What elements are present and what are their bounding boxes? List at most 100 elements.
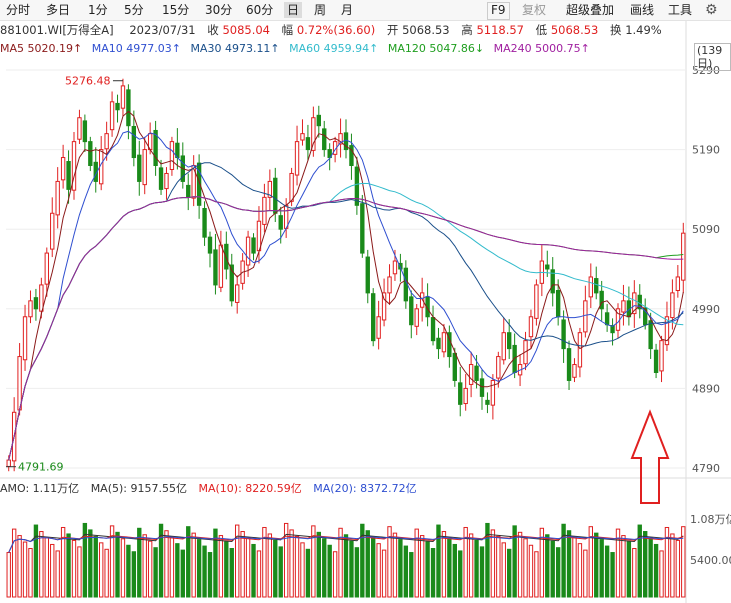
volume-tick-label: 1.08万亿 [690, 513, 731, 526]
candle-body [66, 161, 71, 190]
volume-bar [77, 546, 82, 598]
tools-button[interactable]: 工具 [668, 3, 693, 17]
tab-1min[interactable]: 1分 [88, 3, 108, 17]
max-price-label: 5276.48 [65, 75, 111, 88]
candle-body [643, 307, 648, 326]
draw-line-button[interactable]: 画线 [630, 3, 655, 17]
amo-legend: AMO: 1.11万亿 MA(5): 9157.55亿 MA(10): 8220… [0, 480, 417, 496]
price-tick-label: 5190 [692, 144, 720, 157]
overlay-button[interactable]: 超级叠加 [566, 3, 615, 17]
candle-body [164, 172, 169, 190]
candle-body [447, 332, 452, 358]
volume-bar [354, 547, 360, 598]
volume-bar [256, 550, 262, 598]
quote-date: 2023/07/31 [129, 23, 196, 37]
volume-bar [120, 538, 126, 598]
gear-icon[interactable]: ⚙ [705, 2, 718, 18]
candle-body [670, 292, 675, 319]
candle-body [463, 387, 468, 405]
candle-body [392, 260, 398, 275]
volume-bar [523, 538, 528, 598]
candle-body [594, 278, 599, 294]
candle-body [311, 117, 316, 151]
volume-bar [316, 531, 321, 598]
candle-body [430, 317, 436, 342]
tab-monthly[interactable]: 月 [341, 3, 354, 17]
tab-weekly[interactable]: 周 [314, 3, 327, 17]
candle-body [186, 184, 191, 198]
ma240-line [8, 196, 684, 461]
volume-bar [550, 540, 555, 598]
tab-60min[interactable]: 60分 [246, 3, 274, 17]
restore-rights-button[interactable]: 复权 [522, 3, 547, 17]
tab-daily[interactable]: 日 [284, 2, 303, 18]
volume-bar [109, 525, 115, 598]
volume-ma5-line [8, 533, 684, 553]
security-code: 881001.WI[万得全A] [0, 23, 114, 37]
tab-15min[interactable]: 15分 [162, 3, 190, 17]
candle-body [77, 117, 82, 140]
candle-body [441, 332, 447, 353]
candle-body [153, 129, 158, 167]
candle-body [371, 293, 376, 342]
period-toolbar: 分时 多日 1分 5分 15分 30分 60分 日 周 月 F9 复权 超级叠加… [0, 0, 731, 21]
candle-body [104, 133, 109, 150]
volume-bar [60, 526, 66, 598]
candle-body [577, 332, 583, 368]
volume-bar [229, 548, 234, 598]
candle-body [142, 149, 147, 186]
tab-5min[interactable]: 5分 [124, 3, 144, 17]
candle-body [224, 243, 229, 270]
volume-bar [463, 526, 468, 598]
price-grid [0, 20, 731, 603]
candle-body [485, 399, 490, 405]
candle-body [273, 177, 278, 214]
ma30-legend: MA30 4973.11↑ [190, 42, 280, 55]
candle-body [300, 133, 305, 141]
volume-bar [99, 542, 104, 598]
volume-bar [17, 535, 22, 598]
candle-body [71, 141, 77, 191]
volume-bar [490, 529, 496, 598]
candle-body [322, 128, 327, 151]
candle-body [60, 157, 66, 181]
volume-tick-label: 5400.00 [690, 554, 731, 567]
tab-multi-day[interactable]: 多日 [46, 3, 71, 17]
volume-bar [278, 546, 283, 598]
candle-body [566, 348, 572, 381]
volume-bar [474, 539, 479, 598]
candle-body [360, 203, 365, 254]
volume-bar [11, 528, 17, 598]
candle-body [496, 356, 501, 379]
volume-bar [71, 539, 77, 598]
volume-bars [6, 522, 686, 598]
volume-bar [66, 533, 71, 598]
volume-bar [28, 548, 33, 598]
volume-bar [572, 536, 577, 598]
bar-count-badge[interactable]: (139日) [694, 43, 731, 71]
candle-body [267, 180, 273, 198]
tab-intraday[interactable]: 分时 [6, 3, 31, 17]
candle-body [572, 364, 577, 378]
volume-bar [659, 550, 664, 598]
close-value: 5085.04 [222, 23, 270, 37]
f9-button[interactable]: F9 [487, 2, 510, 20]
volume-ma-lines [8, 533, 684, 553]
volume-bar [452, 543, 457, 598]
volume-bar [496, 535, 501, 598]
amo-ma20: MA(20): 8372.72亿 [313, 482, 417, 495]
ma10-line [8, 130, 684, 461]
high-label: 高 [461, 23, 473, 37]
volume-bar [381, 549, 387, 598]
candle-body [115, 102, 120, 111]
tab-30min[interactable]: 30分 [205, 3, 233, 17]
ma10-legend: MA10 4977.03↑ [91, 42, 181, 55]
volume-bar [196, 539, 202, 598]
volume-bar [169, 536, 175, 598]
candle-body [169, 141, 175, 170]
candle-body [6, 459, 11, 467]
ma30-line [8, 162, 684, 461]
volume-bar [517, 531, 523, 598]
candle-body [305, 137, 311, 151]
